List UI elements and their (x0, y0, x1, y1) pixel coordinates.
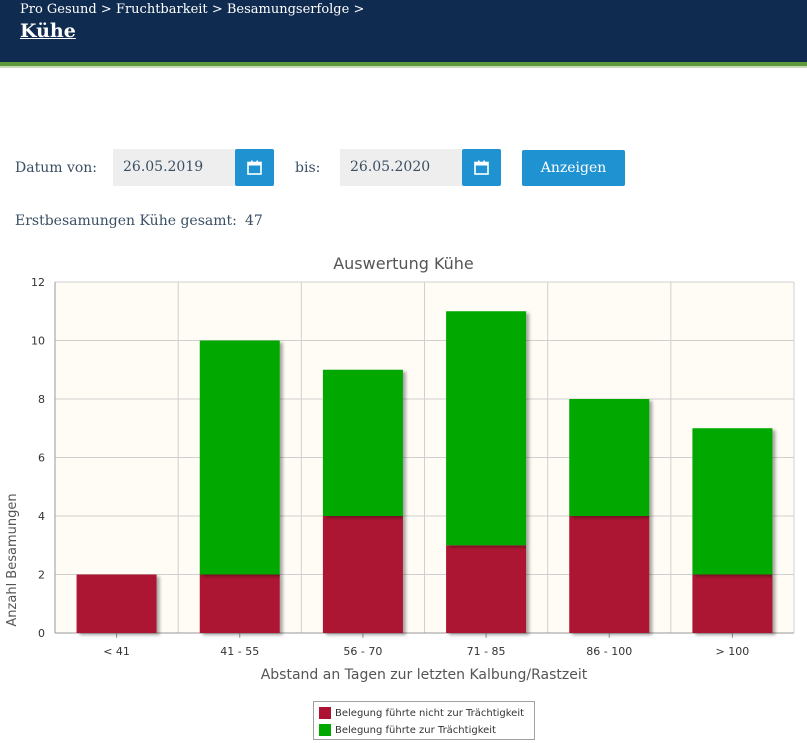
y-tick-label: 0 (38, 627, 45, 640)
x-tick-label: < 41 (103, 645, 130, 658)
bar-pregnant[interactable] (446, 311, 527, 546)
chart-title: Auswertung Kühe (333, 254, 474, 273)
x-tick-label: 86 - 100 (586, 645, 632, 658)
date-to-input[interactable]: 26.05.2020 (340, 149, 462, 186)
x-axis-label: Abstand an Tagen zur letzten Kalbung/Ras… (261, 667, 588, 683)
chart-legend: Belegung führte nicht zur Trächtigkeit B… (313, 701, 535, 740)
breadcrumb-item-besamungserfolge[interactable]: Besamungserfolge (226, 2, 350, 17)
legend-item-pregnant[interactable]: Belegung führte zur Trächtigkeit (319, 724, 496, 736)
breadcrumb-item-fruchtbarkeit[interactable]: Fruchtbarkeit (115, 2, 208, 17)
x-tick-label: > 100 (716, 645, 750, 658)
x-tick-label: 71 - 85 (467, 645, 506, 658)
bar-pregnant[interactable] (569, 399, 650, 516)
y-tick-label: 4 (38, 510, 45, 523)
y-axis-label: Anzahl Besamungen (5, 493, 20, 626)
bar-not-pregnant[interactable] (76, 574, 157, 634)
header-bar: Pro Gesund > Fruchtbarkeit > Besamungser… (0, 0, 807, 62)
y-tick-label: 8 (38, 393, 45, 406)
legend-swatch-not-pregnant (319, 707, 331, 719)
bar-not-pregnant[interactable] (569, 516, 650, 633)
breadcrumb-separator: > (353, 2, 365, 17)
y-tick-label: 6 (38, 452, 45, 465)
legend-swatch-pregnant (319, 724, 331, 736)
bar-not-pregnant[interactable] (692, 574, 773, 634)
page-title: Kühe (20, 20, 76, 42)
bar-pregnant[interactable] (692, 428, 773, 575)
bar-not-pregnant[interactable] (199, 574, 280, 634)
y-tick-label: 12 (31, 276, 45, 289)
bar-pregnant[interactable] (199, 340, 280, 575)
bar-not-pregnant[interactable] (322, 516, 403, 633)
date-from-calendar-button[interactable] (235, 149, 274, 186)
breadcrumb-separator: > (211, 2, 223, 17)
calendar-icon (474, 160, 489, 175)
y-tick-label: 10 (31, 335, 45, 348)
date-from-label: Datum von: (15, 160, 98, 176)
breadcrumb-item-pro-gesund[interactable]: Pro Gesund (20, 2, 97, 17)
breadcrumb-separator: > (100, 2, 112, 17)
legend-label-not-pregnant: Belegung führte nicht zur Trächtigkeit (335, 708, 525, 719)
bar-not-pregnant[interactable] (446, 545, 527, 633)
date-from-input[interactable]: 26.05.2019 (113, 149, 235, 186)
date-to-label: bis: (295, 160, 321, 176)
x-tick-label: 41 - 55 (220, 645, 259, 658)
summary-label: Erstbesamungen Kühe gesamt: (15, 213, 237, 229)
legend-item-not-pregnant[interactable]: Belegung führte nicht zur Trächtigkeit (319, 707, 524, 719)
breadcrumb: Pro Gesund > Fruchtbarkeit > Besamungser… (20, 2, 364, 17)
y-tick-label: 2 (38, 569, 45, 582)
legend-label-pregnant: Belegung führte zur Trächtigkeit (335, 725, 496, 736)
x-tick-label: 56 - 70 (343, 645, 382, 658)
date-to-calendar-button[interactable] (462, 149, 501, 186)
header-divider-light (0, 66, 807, 68)
chart: 0 2 4 6 8 10 12 < 41 41 - 55 56 - 70 71 - 85 86 - 1… (5, 276, 795, 683)
calendar-icon (247, 160, 262, 175)
show-button[interactable]: Anzeigen (522, 150, 625, 186)
summary-value: 47 (245, 213, 263, 229)
header-divider (0, 62, 807, 66)
bar-pregnant[interactable] (322, 369, 403, 516)
